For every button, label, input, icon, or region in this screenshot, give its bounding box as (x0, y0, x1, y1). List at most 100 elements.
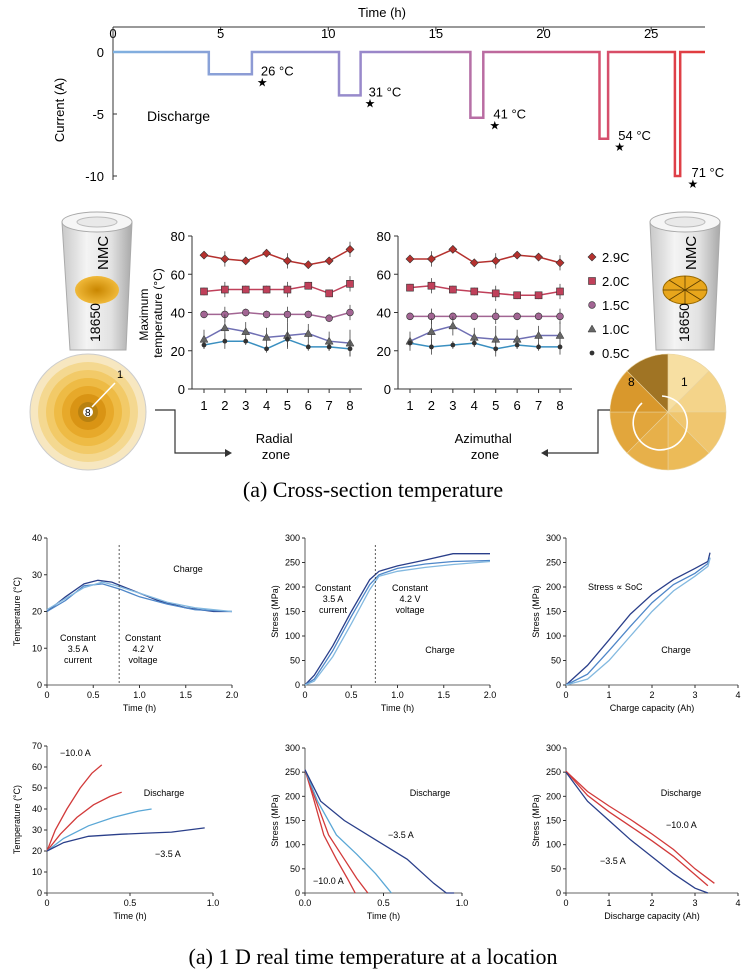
zone-xtick-label: 5 (284, 398, 291, 413)
series-run1 (565, 552, 711, 686)
marker-circle (588, 301, 596, 309)
marker-diamond (303, 260, 313, 270)
marker-triangle (262, 332, 272, 341)
stress-charge-time-chart: 0 0.5 1.0 1.5 2.0 0 50 100 150 200 250 300 Time (h) S… (270, 533, 496, 713)
radial-ring-8 (83, 407, 93, 417)
cp-xtick-label: 10 (321, 26, 335, 41)
right-cell-illustration: NMC 18650 8 1 (541, 211, 727, 471)
cp-star: ★ (489, 119, 500, 133)
right-cell-terminal (664, 216, 706, 228)
series-run2 (304, 559, 491, 686)
zone-ytick-label: 20 (171, 344, 185, 359)
marker-square (556, 287, 564, 296)
charge-label: Charge (173, 564, 203, 574)
xtick-label: 0 (563, 898, 568, 908)
ytick-label: 30 (32, 570, 42, 580)
radial-connector (155, 409, 225, 454)
marker-circle (534, 312, 543, 321)
current-profile-ylabel: Current (A) (52, 78, 67, 142)
ytick-label: 50 (32, 783, 42, 793)
marker-circle (556, 312, 564, 321)
current-profile-x-ticks: 0510152025 (109, 26, 658, 41)
constant-current-label-line: Constant (315, 583, 352, 593)
marker-diamond (512, 250, 522, 260)
xtick-label: 3 (692, 690, 697, 700)
i35-label: −3.5 A (600, 856, 626, 866)
marker-diamond (534, 252, 543, 262)
radial-zone-disk: 1 8 (29, 353, 147, 471)
marker-circle (406, 312, 414, 321)
marker-dot (264, 346, 269, 352)
marker-dot (493, 346, 499, 352)
cp-star: ★ (614, 140, 625, 154)
marker-dot (347, 346, 353, 352)
constant-voltage-label-line: Constant (392, 583, 429, 593)
legend-item: 0.5C (602, 346, 629, 361)
marker-square (221, 285, 229, 294)
azimuthal-temperature-chart: 0 20 40 60 80 1 2 3 4 5 6 7 8 (377, 229, 572, 413)
right-cell-spokes (663, 276, 707, 304)
series-run1 (46, 579, 232, 613)
zone-series-0.5C (409, 342, 560, 350)
marker-diamond (555, 258, 565, 268)
ytick-label: 150 (285, 607, 300, 617)
current-profile-chart: Time (h) 0 5 10 15 20 25 0 -5 -10 Current (A) D… (52, 5, 724, 191)
ytick-label: 10 (32, 867, 42, 877)
mid-ylabel-line-2: temperature (°C) (151, 268, 165, 358)
xlabel: Discharge capacity (Ah) (604, 911, 700, 921)
ytick-label: 50 (551, 864, 561, 874)
cp-xtick-label: 5 (217, 26, 224, 41)
cp-star: ★ (687, 177, 698, 191)
cp-temp-label: 41 °C (493, 107, 526, 122)
marker-square (262, 285, 271, 294)
marker-dot (429, 344, 434, 350)
ytick-label: 300 (285, 533, 300, 543)
ytick-label: 150 (546, 816, 561, 826)
xtick-label: 0 (44, 898, 49, 908)
marker-square (427, 281, 436, 290)
current-profile-discharge-label: Discharge (147, 108, 210, 124)
zone-ytick-label: 0 (384, 382, 391, 397)
legend-item: 2.9C (602, 250, 629, 265)
radial-zone-inner: 8 (85, 408, 91, 419)
left-cell-type: 18650 (87, 303, 103, 342)
stress-discharge-time-chart: 0.0 0.5 1.0 0 50 100 150 200 250 300 Time (h) Stres… (270, 743, 468, 921)
xtick-label: 0.0 (299, 898, 312, 908)
ytick-label: 0 (295, 680, 300, 690)
zone-xtick-label: 3 (242, 398, 249, 413)
zone-ytick-label: 20 (377, 344, 391, 359)
right-cell-type: 18650 (676, 303, 692, 342)
cp-xtick-label: 20 (536, 26, 550, 41)
marker-diamond (491, 256, 501, 266)
marker-dot (589, 350, 595, 356)
marker-dot (326, 344, 332, 350)
ytick-label: 0 (37, 680, 42, 690)
zone-ytick-label: 80 (377, 229, 391, 244)
zone-xtick-label: 4 (471, 398, 478, 413)
marker-square (491, 289, 500, 298)
ylabel: Stress (MPa) (270, 585, 280, 638)
zone-xtick-label: 7 (326, 398, 333, 413)
marker-circle (492, 312, 500, 321)
marker-diamond (220, 254, 230, 264)
zone-series-1.0C (203, 327, 351, 344)
xtick-label: 2 (649, 690, 654, 700)
marker-dot (243, 338, 249, 344)
zone-xtick-label: 4 (263, 398, 270, 413)
xlabel: Charge capacity (Ah) (610, 703, 695, 713)
xtick-label: 1.5 (179, 690, 192, 700)
marker-triangle (426, 327, 436, 335)
zone-ytick-label: 40 (377, 306, 391, 321)
marker-square (588, 277, 596, 285)
marker-square (304, 281, 313, 290)
azimuthal-zone-label-line-2: zone (471, 447, 499, 462)
cp-ytick-label: -10 (85, 169, 104, 184)
stress-charge-capacity-chart: 0 1 2 3 4 0 50 100 150 200 250 300 Charge capacity (… (531, 533, 741, 713)
ytick-label: 50 (290, 864, 300, 874)
ytick-label: 40 (32, 804, 42, 814)
caption-bottom: (a) 1 D real time temperature at a locat… (188, 944, 558, 969)
ytick-label: 70 (32, 741, 42, 751)
xtick-label: 3 (692, 898, 697, 908)
ytick-label: 50 (290, 656, 300, 666)
